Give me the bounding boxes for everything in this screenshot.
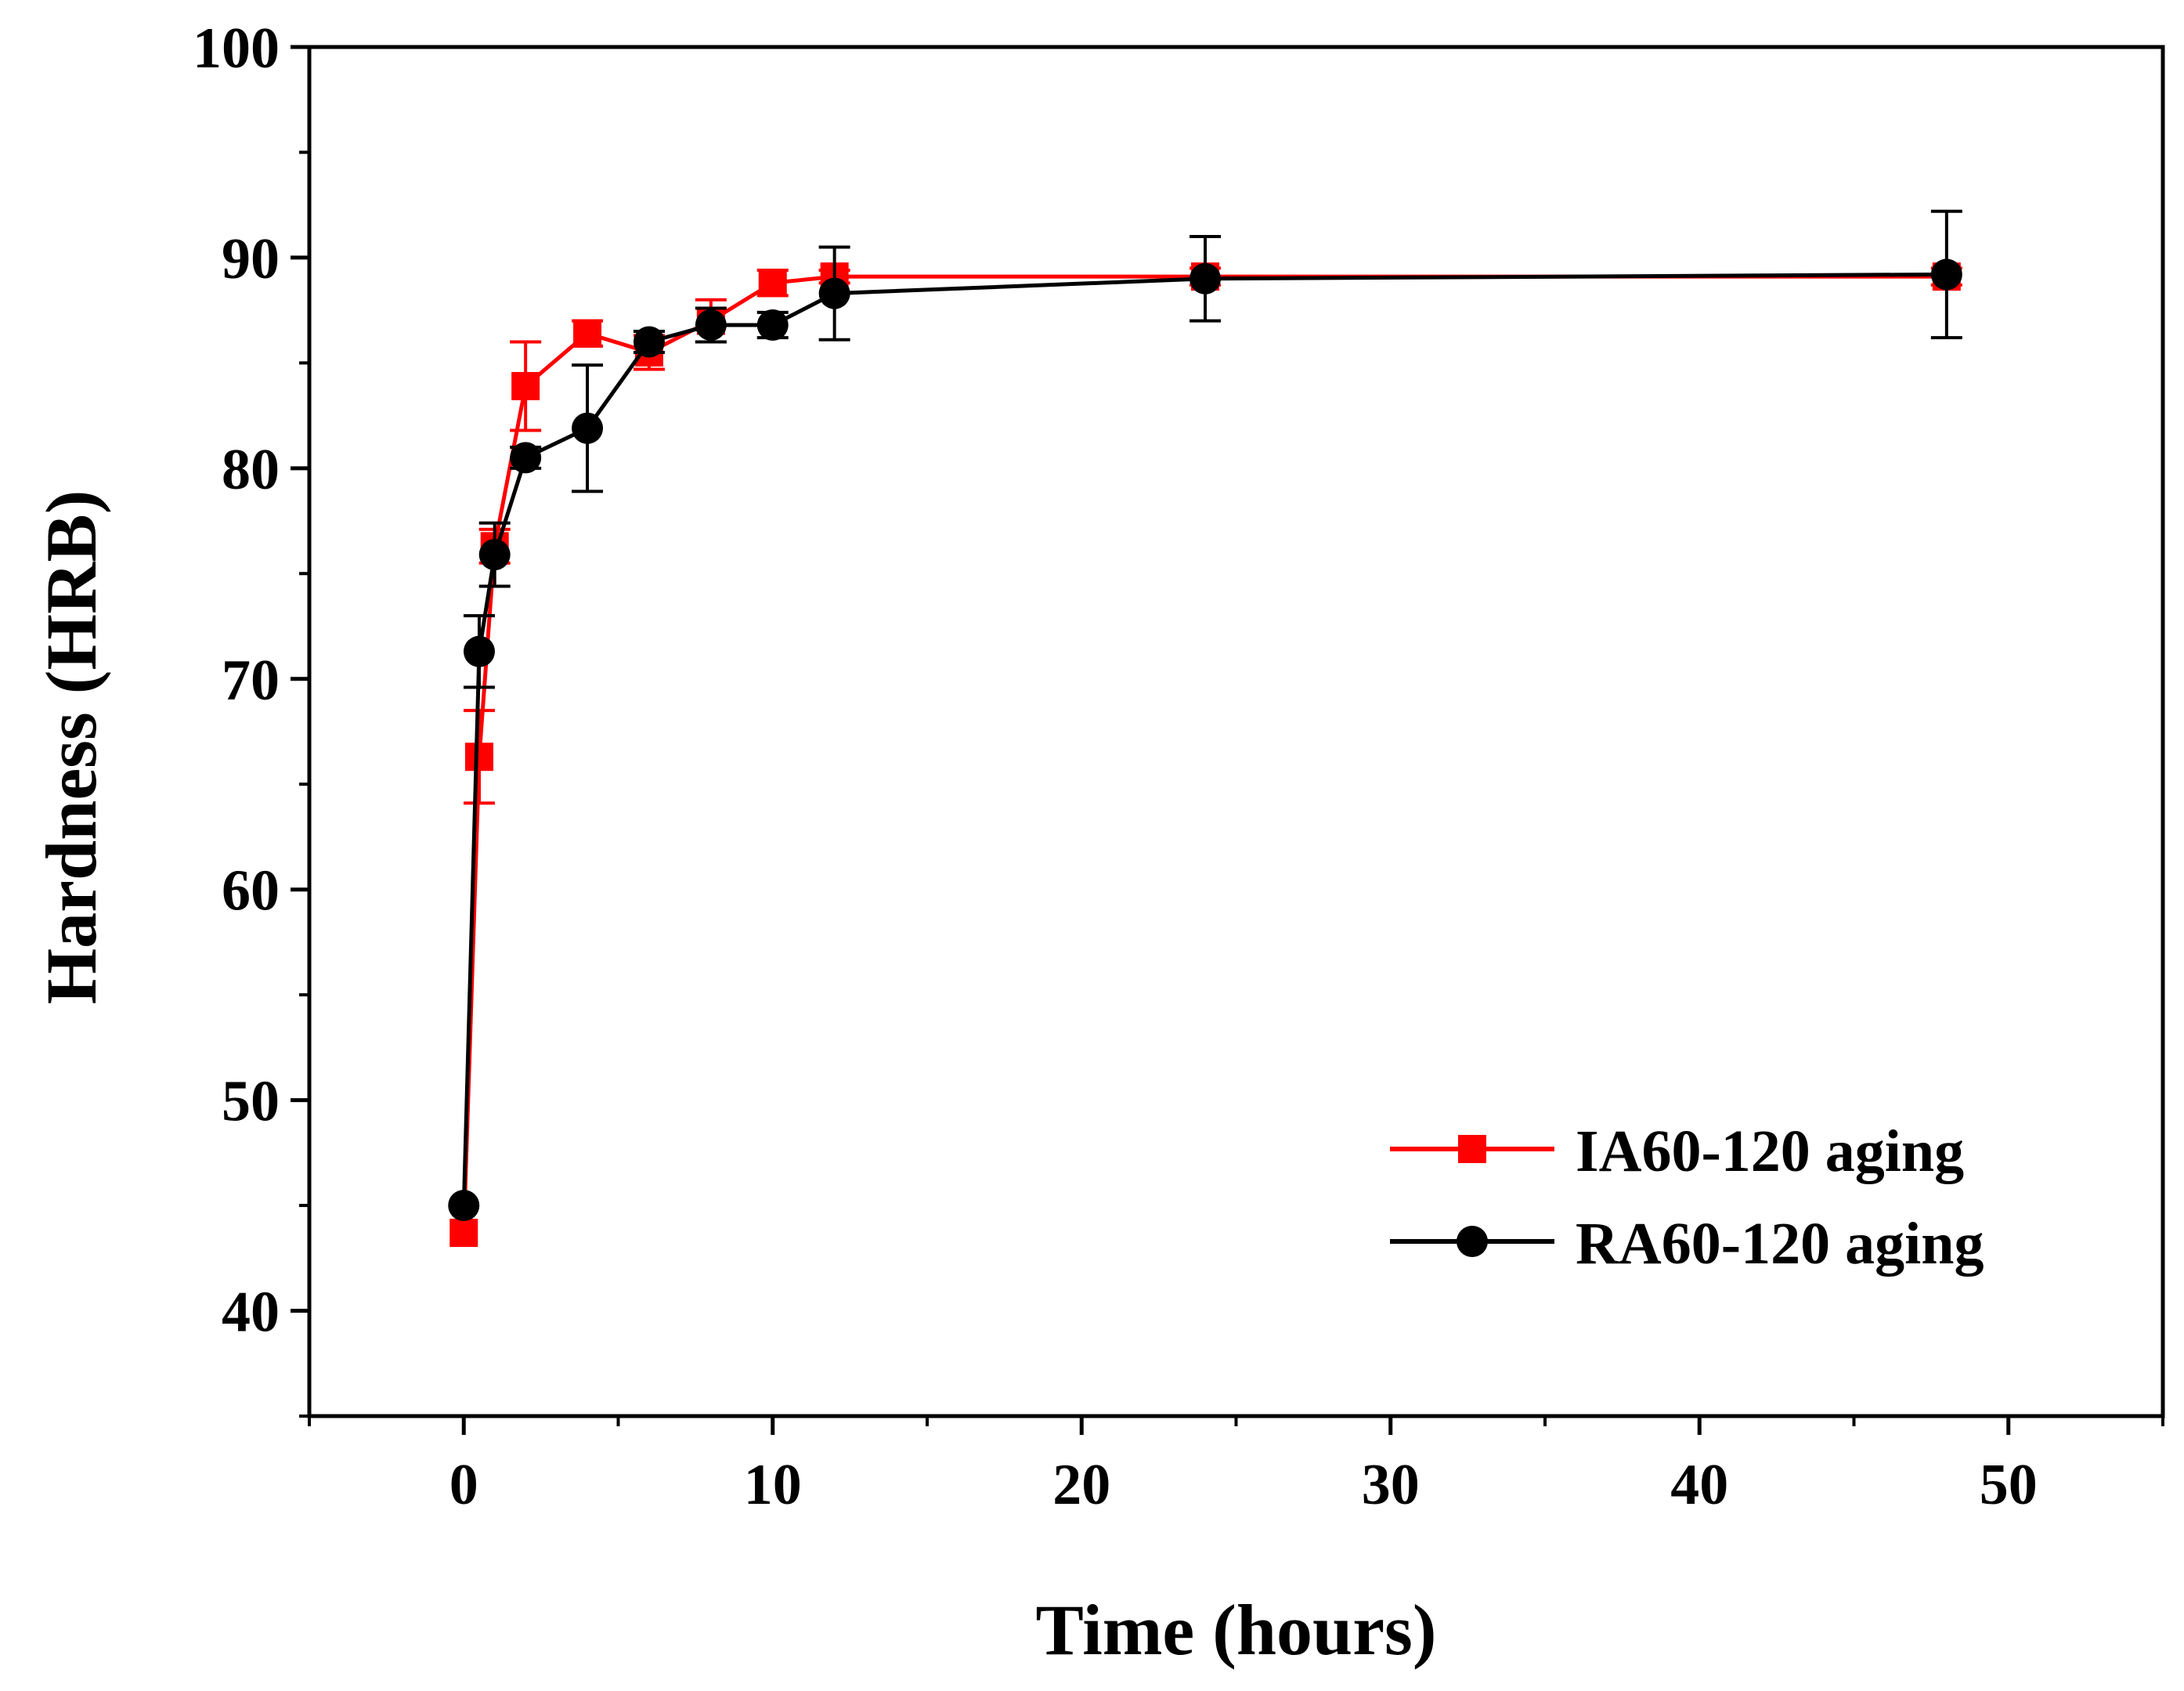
data-point-square [511,371,540,400]
y-tick-label: 90 [222,227,280,291]
data-point-circle [756,309,789,341]
legend-label: IA60-120 aging [1576,1118,1964,1184]
x-tick-label: 20 [1052,1453,1110,1517]
data-point-square [573,319,602,348]
data-point-circle [818,277,850,309]
legend-marker-square [1458,1135,1486,1163]
series-ra60-120 [448,209,1962,1222]
data-point-square [758,269,787,298]
legend: IA60-120 aging RA60-120 aging [1390,1118,1984,1277]
y-tick-label: 60 [222,859,280,923]
data-point-circle [448,1190,480,1222]
x-tick-label: 40 [1670,1453,1728,1517]
legend-label: RA60-120 aging [1576,1211,1984,1277]
data-point-circle [1189,262,1222,294]
data-point-circle [463,635,495,667]
x-axis-title: Time (hours) [1036,1590,1437,1670]
data-point-circle [633,326,665,358]
x-tick-label: 0 [449,1453,478,1517]
y-axis-title: Hardness (HRB) [31,490,111,1005]
data-point-circle [1930,258,1962,291]
data-point-circle [478,539,511,571]
data-point-circle [510,442,542,474]
legend-item: RA60-120 aging [1390,1211,1984,1277]
data-point-square [449,1219,478,1248]
x-tick-label: 50 [1980,1453,2038,1517]
y-tick-label: 40 [222,1281,280,1345]
y-tick-label: 100 [193,16,280,81]
legend-marker-circle [1457,1226,1488,1257]
axes: 0 10 20 30 40 50 40 50 60 70 80 90 100 [193,16,2164,1517]
data-point-square [464,743,493,771]
legend-item: IA60-120 aging [1390,1118,1964,1184]
y-tick-label: 70 [222,649,280,713]
x-tick-label: 10 [744,1453,802,1517]
plot-frame [307,45,2165,1418]
x-tick-label: 30 [1362,1453,1420,1517]
y-tick-label: 50 [222,1070,280,1134]
y-tick-label: 80 [222,438,280,502]
data-series [448,209,1962,1248]
data-point-circle [572,412,604,444]
data-point-circle [695,309,727,341]
